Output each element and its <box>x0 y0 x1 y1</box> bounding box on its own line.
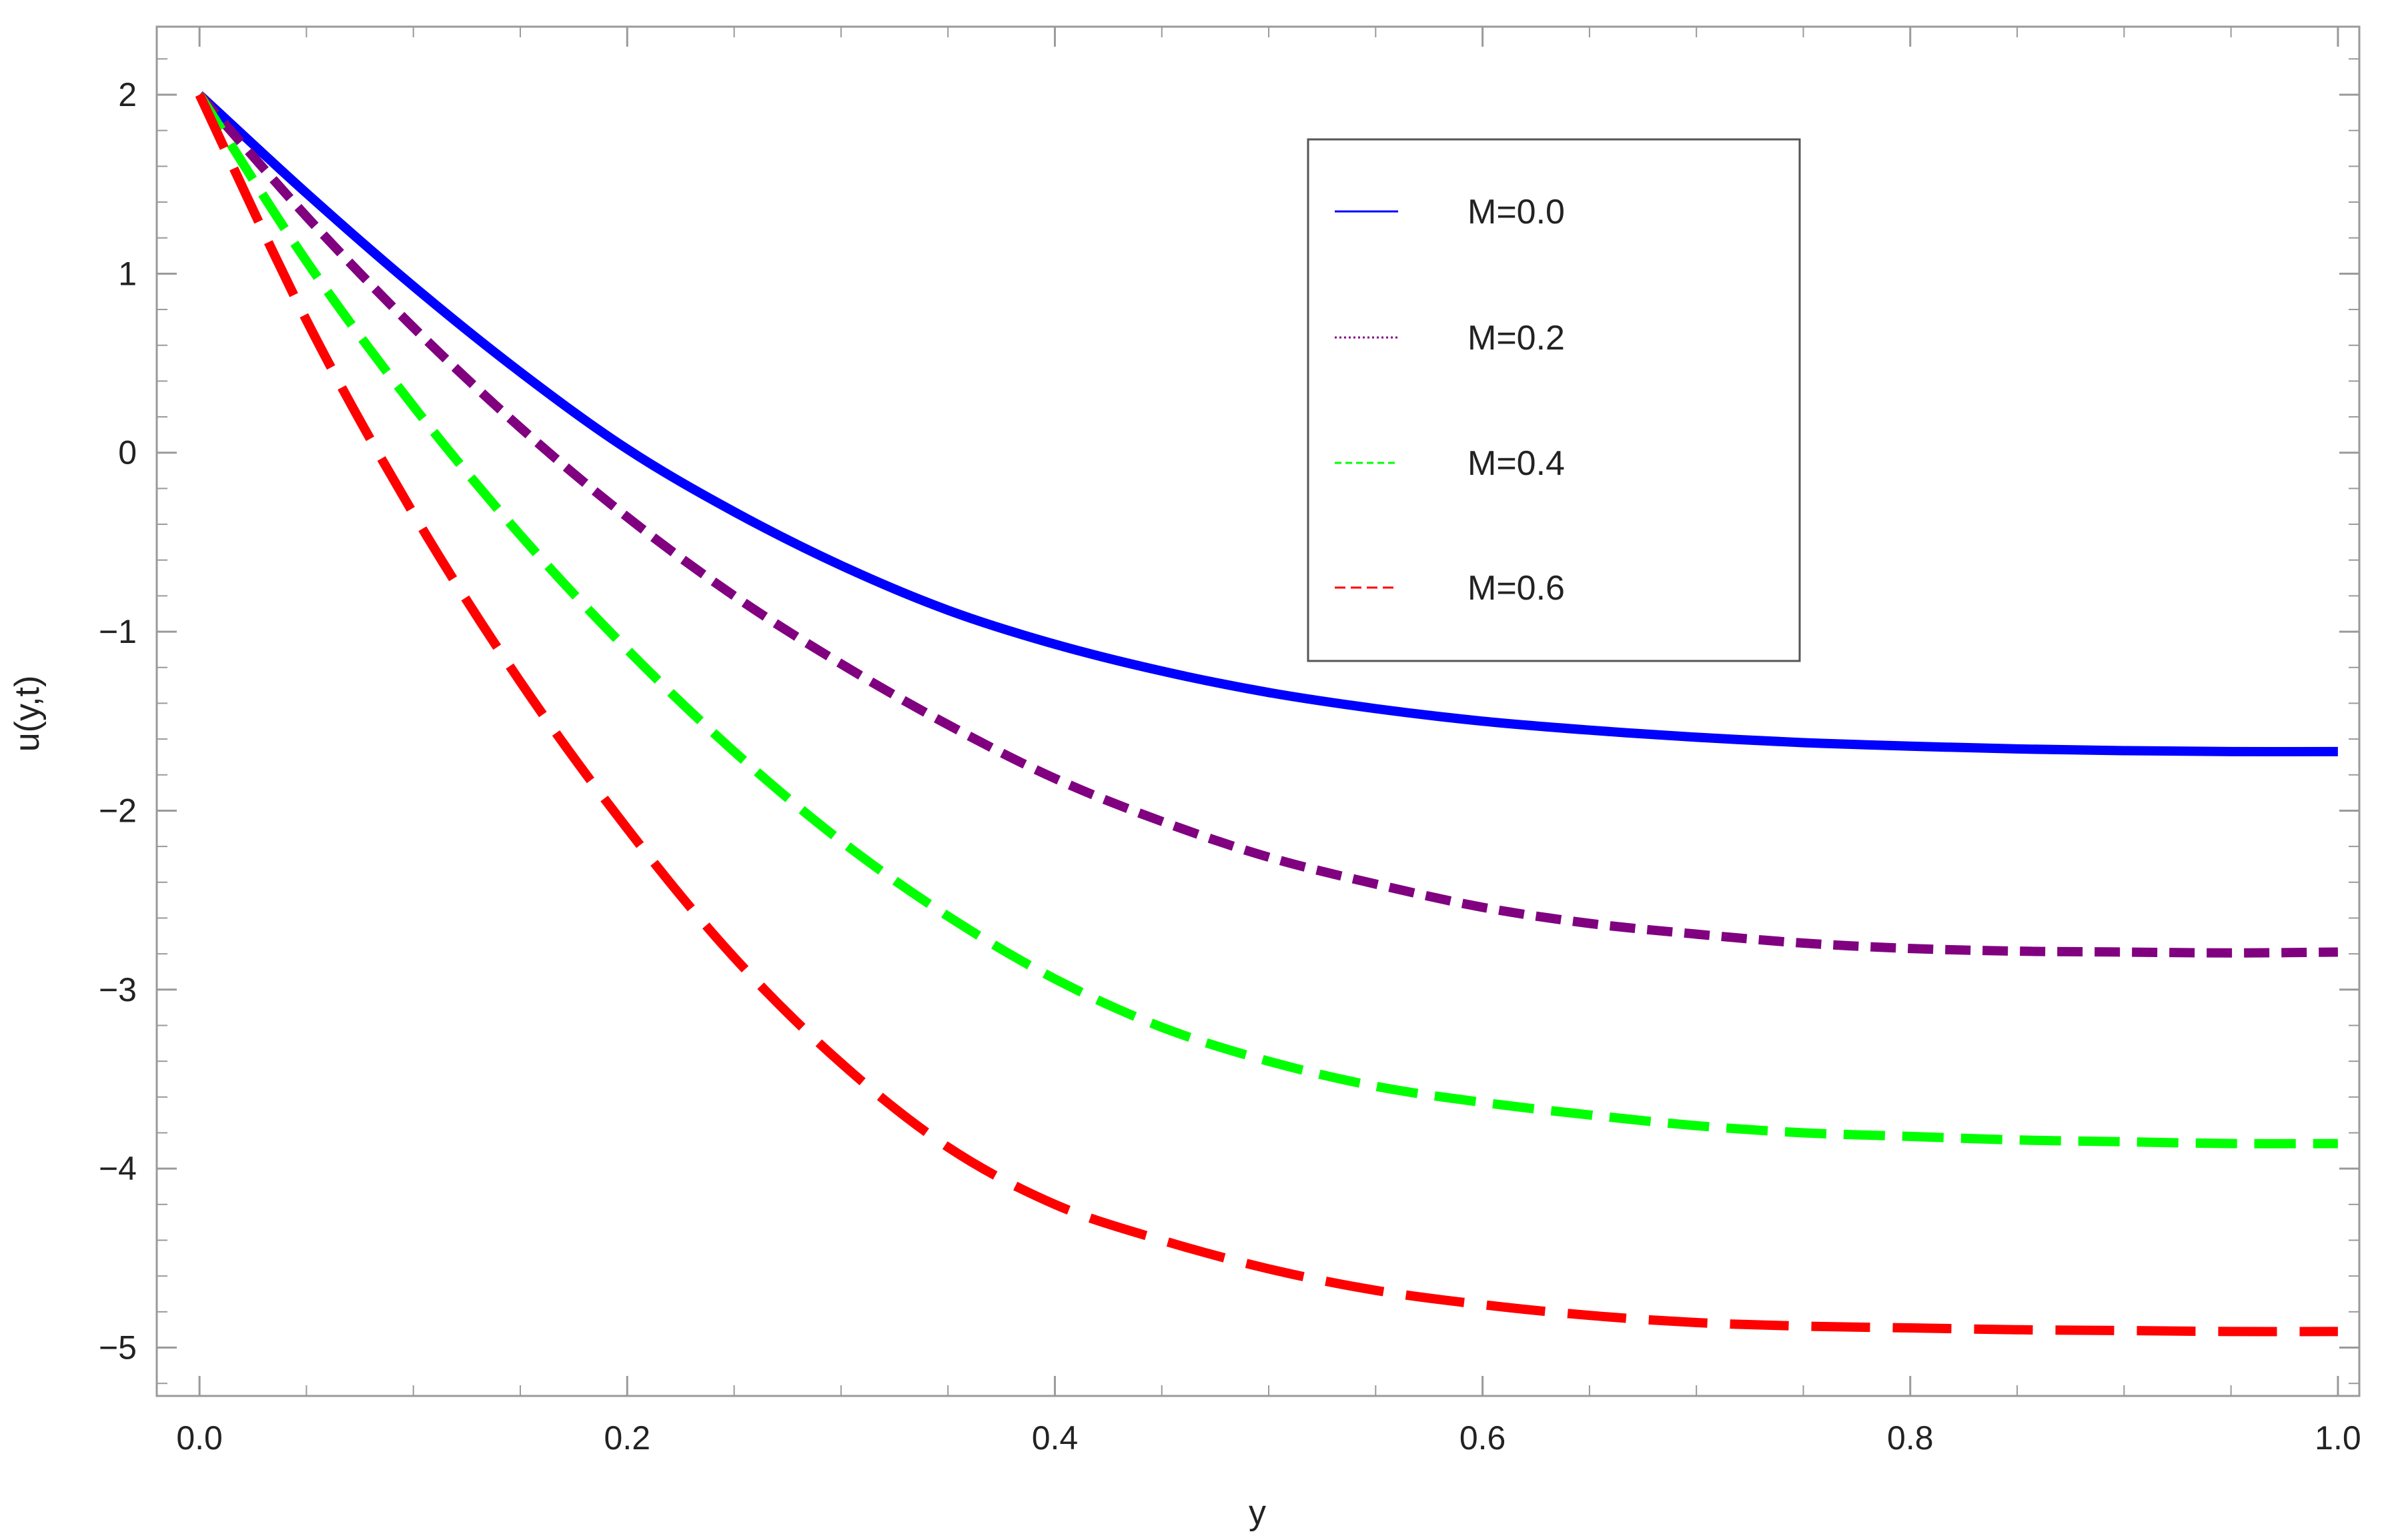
x-tick-label: 1.0 <box>2315 1419 2361 1457</box>
series-line-m-0-2 <box>195 91 2338 958</box>
x-axis-label: y <box>1249 1493 1266 1532</box>
legend-label: M=0.6 <box>1467 569 1565 608</box>
y-tick-label: −4 <box>99 1150 137 1187</box>
axis-tick-labels: 0.0 0.2 0.4 0.6 0.8 1.0 2 1 0 −1 −2 −3 −4 −5 <box>99 76 2361 1457</box>
series-line-m-0-4 <box>195 92 2338 1148</box>
x-tick-label: 0.0 <box>176 1419 223 1457</box>
x-tick-label: 0.6 <box>1459 1419 1506 1457</box>
y-tick-label: −1 <box>99 613 137 650</box>
legend-box <box>1307 138 1801 662</box>
axis-ticks <box>157 27 2359 1396</box>
plot-frame <box>155 25 2361 1397</box>
y-tick-label: −2 <box>99 792 137 829</box>
y-tick-label: 2 <box>118 76 137 113</box>
y-axis-label: u(y,t) <box>8 676 47 752</box>
legend-entries: M=0.0 M=0.2 M=0.4 M=0.6 <box>1335 193 1565 608</box>
series-line-m-0-6 <box>195 93 2338 1337</box>
legend-label: M=0.0 <box>1467 193 1565 231</box>
y-tick-label: 0 <box>118 434 137 472</box>
x-tick-label: 0.8 <box>1887 1419 1934 1457</box>
x-tick-label: 0.4 <box>1032 1419 1079 1457</box>
y-tick-label: −5 <box>99 1329 137 1367</box>
legend-label: M=0.4 <box>1467 444 1565 483</box>
series-line-m-0-0 <box>196 91 2338 756</box>
y-tick-label: 1 <box>118 255 137 292</box>
x-tick-label: 0.2 <box>604 1419 651 1457</box>
legend-label: M=0.2 <box>1467 319 1565 357</box>
legend: M=0.0 M=0.2 M=0.4 M=0.6 <box>1307 138 1801 662</box>
curves <box>195 91 2338 1337</box>
y-tick-label: −3 <box>99 971 137 1008</box>
